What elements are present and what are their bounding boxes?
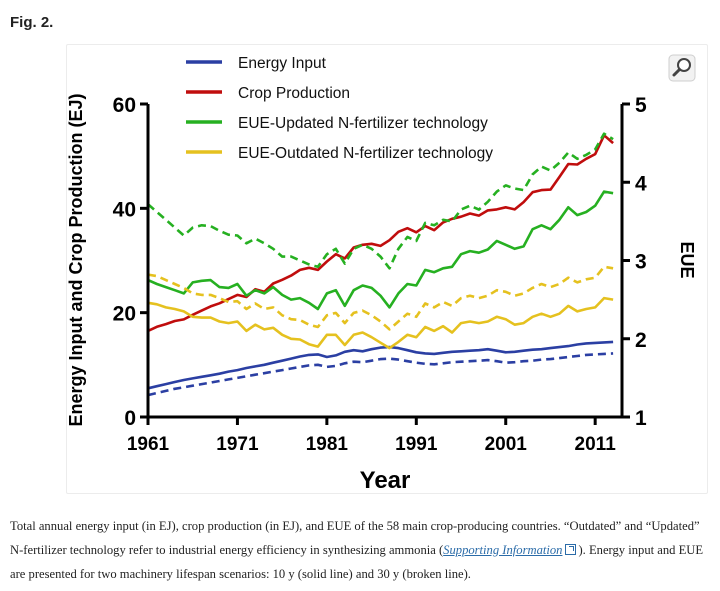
x-tick-label: 1961	[127, 434, 170, 455]
legend-label-3: EUE-Outdated N-fertilizer technology	[238, 145, 493, 162]
y2-tick-label: 4	[635, 172, 647, 195]
y-tick-label: 40	[113, 198, 136, 221]
y-tick-label: 60	[113, 94, 136, 117]
series-line-eue-updated-n-fertilizer-technology-30y	[147, 132, 614, 270]
figure-label: Fig. 2.	[10, 14, 54, 31]
legend-label-2: EUE-Updated N-fertilizer technology	[238, 115, 488, 132]
y2-tick-label: 5	[635, 94, 647, 117]
series-line-crop-production	[147, 134, 614, 333]
y2-tick-label: 2	[635, 329, 647, 352]
x-tick-label: 1981	[306, 434, 349, 455]
external-link-icon	[565, 544, 577, 555]
line-chart: Energy Input Crop Production EUE-Updated N…	[66, 55, 697, 494]
figure-panel[interactable]	[66, 44, 708, 494]
x-tick-label: 2011	[575, 434, 617, 455]
series-layer	[147, 132, 614, 397]
supporting-information-link[interactable]: Supporting Information	[443, 543, 563, 557]
x-tick-label: 1991	[395, 434, 438, 455]
y-axis-label: Energy Input and Crop Production (EJ)	[66, 93, 86, 426]
axes-layer: 0 20 40 60 1 2 3 4 5 1961 1971 1981 1991 2001 2011 Year…	[66, 93, 697, 494]
legend-label-1: Crop Production	[238, 85, 350, 102]
figure-caption: Total annual energy input (in EJ), crop …	[10, 514, 715, 586]
x-tick-label: 1971	[216, 434, 259, 455]
magnifier-icon[interactable]	[668, 54, 696, 82]
x-axis-label: Year	[360, 467, 411, 494]
series-line-eue-outdated-n-fertilizer-technology-30y	[147, 265, 614, 331]
legend-label-0: Energy Input	[238, 55, 327, 72]
series-line-eue-outdated-n-fertilizer-technology-10y	[147, 296, 614, 350]
y2-tick-label: 3	[635, 251, 647, 274]
series-line-energy-input-30y	[147, 352, 614, 397]
y-tick-label: 0	[124, 407, 136, 430]
series-line-eue-updated-n-fertilizer-technology-10y	[147, 190, 614, 311]
x-tick-label: 2001	[485, 434, 528, 455]
y-tick-label: 20	[113, 303, 136, 326]
chart-legend: Energy Input Crop Production EUE-Updated N…	[186, 55, 493, 162]
series-line-energy-input-10y	[147, 340, 614, 390]
y2-axis-label: EUE	[677, 241, 697, 278]
caption-text: Total annual energy input (in EJ), crop …	[10, 519, 700, 557]
y2-tick-label: 1	[635, 407, 647, 430]
caption-text-end: ). Energy input and EUE are presented fo…	[10, 543, 704, 581]
